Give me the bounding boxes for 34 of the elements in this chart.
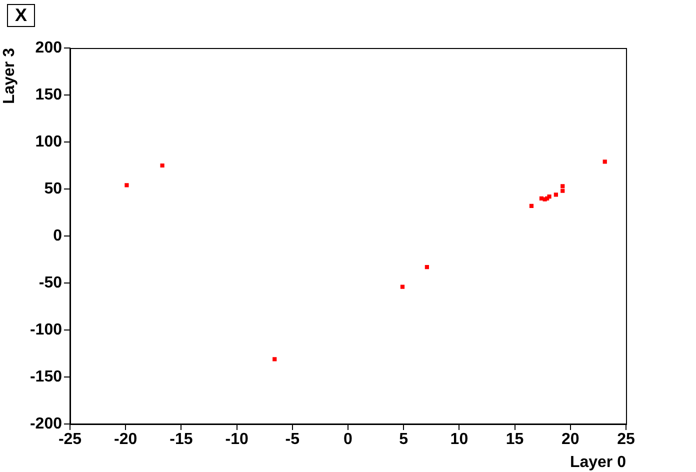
point xyxy=(560,188,565,193)
point xyxy=(560,184,565,188)
x-tick-label: 0 xyxy=(344,431,353,448)
x-tick-label: -15 xyxy=(170,431,193,448)
y-tick-label: 150 xyxy=(35,86,62,104)
x-tick-label: 25 xyxy=(617,431,635,448)
x-tick-label: -20 xyxy=(114,431,138,448)
y-tick-label: 200 xyxy=(35,39,62,56)
point xyxy=(160,163,164,168)
point xyxy=(554,192,558,197)
x-tick-label: -5 xyxy=(285,431,300,448)
x-tick-label: 15 xyxy=(506,431,524,448)
y-tick-label: -200 xyxy=(30,415,62,432)
y-tick-label: 50 xyxy=(44,180,62,198)
point xyxy=(424,264,430,270)
y-tick-label: 100 xyxy=(35,133,62,150)
y-tick-label: -50 xyxy=(38,274,62,292)
y-tick-label: -150 xyxy=(30,368,62,386)
point xyxy=(539,196,544,200)
point xyxy=(400,284,405,289)
x-tick-label: -25 xyxy=(58,431,82,448)
x-tick-label: 20 xyxy=(562,431,580,448)
point xyxy=(529,204,534,208)
x-tick-label: 10 xyxy=(450,431,468,448)
x-tick-label: 5 xyxy=(399,431,408,448)
chart-title: X xyxy=(7,4,36,27)
point xyxy=(602,160,607,164)
point xyxy=(272,357,277,362)
y-axis-title: Layer 3 xyxy=(1,48,18,104)
x-axis-title: Layer 0 xyxy=(570,454,626,471)
point xyxy=(124,183,129,188)
y-tick-label: -100 xyxy=(30,321,62,338)
y-tick-label: 0 xyxy=(53,227,62,244)
x-tick-label: -10 xyxy=(225,431,248,448)
